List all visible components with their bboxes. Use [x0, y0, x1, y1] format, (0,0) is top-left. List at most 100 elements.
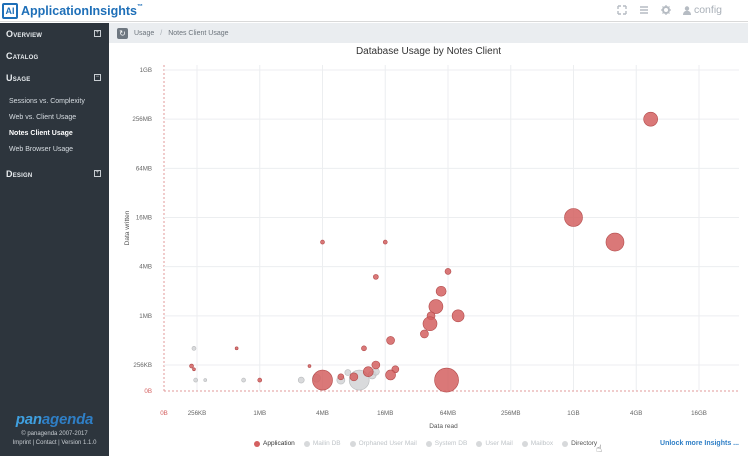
expand-toggle-icon[interactable]: +	[94, 170, 101, 177]
unlock-insights-link[interactable]: Unlock more Insights ...	[660, 440, 739, 447]
data-point-application[interactable]	[435, 285, 447, 297]
sidebar-subitem-sessions[interactable]: Sessions vs. Complexity	[9, 97, 85, 105]
app-name-part-b: Insights	[89, 4, 137, 18]
x-tick-label: 4GB	[630, 410, 642, 417]
sidebar-item-label: Design	[6, 169, 33, 179]
x-tick-label: 0B	[160, 410, 168, 417]
y-tick-label: 0B	[144, 388, 152, 395]
data-point-application[interactable]	[451, 309, 465, 323]
logo-text-b: agenda	[41, 411, 94, 428]
data-point-application[interactable]	[320, 239, 325, 245]
legend-item-user-mail[interactable]: User Mail	[476, 440, 513, 447]
legend-label: User Mail	[485, 440, 513, 447]
x-tick-label: 1MB	[253, 410, 266, 417]
sidebar-subitem-notes-client[interactable]: Notes Client Usage	[9, 129, 73, 137]
collapse-toggle-icon[interactable]: −	[94, 74, 101, 81]
top-bar: AI ApplicationInsights™ config	[0, 0, 748, 22]
menu-icon[interactable]	[639, 5, 649, 15]
data-point-application[interactable]	[362, 366, 374, 377]
data-point-application[interactable]	[361, 345, 367, 352]
sidebar-item-catalog[interactable]: Catalog	[0, 45, 109, 67]
app-name-part-a: Application	[21, 4, 90, 18]
data-point-application[interactable]	[189, 363, 194, 369]
user-menu[interactable]: config	[682, 4, 722, 16]
y-tick-label: 16MB	[136, 215, 152, 222]
data-point-application[interactable]	[386, 336, 395, 345]
data-point-application[interactable]	[444, 268, 452, 275]
data-point-inactive[interactable]	[297, 376, 305, 384]
legend-item-directory[interactable]: Directory	[562, 440, 597, 447]
data-point-inactive[interactable]	[203, 378, 208, 382]
y-axis-label: Data written	[124, 210, 131, 245]
chart-legend: Application Mailin DB Orphaned User Mail Sy…	[254, 440, 597, 447]
data-point-application[interactable]	[382, 239, 388, 245]
legend-label: Directory	[571, 440, 598, 447]
breadcrumb-item-usage[interactable]: Usage	[134, 29, 155, 37]
data-point-application[interactable]	[422, 316, 438, 332]
legend-item-mailbox[interactable]: Mailbox	[521, 440, 554, 447]
x-tick-label: 64MB	[440, 410, 456, 417]
sidebar-subitem-web-vs-client[interactable]: Web vs. Client Usage	[9, 113, 77, 121]
x-tick-label: 256MB	[501, 410, 521, 417]
legend-item-application[interactable]: Application	[254, 440, 295, 447]
sidebar-item-design[interactable]: Design +	[0, 163, 109, 185]
data-point-inactive[interactable]	[193, 377, 198, 383]
y-tick-label: 4MB	[139, 264, 152, 271]
data-point-application[interactable]	[434, 367, 459, 393]
y-tick-label: 256MB	[132, 116, 152, 123]
legend-label: Orphaned User Mail	[358, 440, 417, 447]
data-point-inactive[interactable]	[191, 346, 197, 351]
data-point-application[interactable]	[605, 232, 625, 252]
legend-dot-icon	[349, 440, 356, 447]
legend-item-system-db[interactable]: System DB	[425, 440, 467, 447]
user-name: config	[693, 4, 722, 16]
data-point-application[interactable]	[643, 111, 658, 127]
data-point-application[interactable]	[373, 274, 379, 280]
sidebar-subitem-web-browser[interactable]: Web Browser Usage	[9, 145, 74, 153]
data-point-inactive[interactable]	[344, 369, 352, 376]
data-point-application[interactable]	[420, 329, 429, 339]
legend-item-mailin-db[interactable]: Mailin DB	[303, 440, 341, 447]
x-tick-label: 1GB	[567, 410, 579, 417]
legend-label: Application	[263, 440, 295, 447]
expand-icon[interactable]	[617, 5, 627, 15]
axes: 0B 256KB 1MB 4MB 16MB 64MB 256MB 1GB 4GB 16GB 1GB 2…	[124, 67, 707, 430]
y-tick-label: 64MB	[136, 165, 152, 172]
data-point-application[interactable]	[371, 360, 381, 370]
sidebar-item-usage[interactable]: Usage −	[0, 67, 109, 89]
data-point-application[interactable]	[349, 372, 359, 382]
data-point-application[interactable]	[192, 367, 196, 372]
gear-icon[interactable]	[660, 5, 671, 15]
app-name: ApplicationInsights™	[21, 4, 143, 18]
x-axis-label: Data read	[429, 423, 458, 430]
data-point-application[interactable]	[234, 346, 239, 351]
expand-toggle-icon[interactable]: +	[94, 30, 101, 37]
trademark: ™	[136, 4, 143, 10]
legend-dot-icon	[562, 440, 569, 447]
sidebar-item-overview[interactable]: Overview +	[0, 23, 109, 45]
refresh-icon[interactable]: ↻	[117, 27, 128, 39]
legend-dot-icon	[254, 440, 260, 447]
legend-dot-icon	[425, 440, 432, 447]
breadcrumb: ↻ Usage / Notes Client Usage	[109, 23, 748, 43]
sidebar-item-label: Overview	[6, 29, 43, 39]
data-point-application[interactable]	[307, 364, 312, 368]
data-point-application[interactable]	[385, 369, 396, 381]
scatter-plot[interactable]: 0B 256KB 1MB 4MB 16MB 64MB 256MB 1GB 4GB 16GB 1GB 2…	[109, 43, 748, 438]
data-point-application[interactable]	[564, 208, 583, 227]
logo-text-a: pan	[15, 411, 42, 428]
legend-dot-icon	[476, 440, 483, 447]
legend-item-orphaned-user-mail[interactable]: Orphaned User Mail	[349, 440, 417, 447]
data-point-application[interactable]	[337, 373, 345, 381]
mouse-cursor-icon: ☝	[596, 444, 603, 455]
y-tick-label: 1GB	[140, 67, 152, 74]
data-point-inactive[interactable]	[241, 377, 246, 383]
data-point-application[interactable]	[428, 299, 444, 314]
footer-links[interactable]: Imprint | Contact | Version 1.1.0	[12, 440, 97, 446]
top-actions: config	[617, 4, 722, 16]
data-point-application[interactable]	[312, 369, 333, 391]
data-point-application[interactable]	[257, 377, 263, 383]
x-tick-label: 4MB	[316, 410, 329, 417]
app-logo[interactable]: AI ApplicationInsights™	[2, 2, 143, 20]
legend-label: Mailbox	[530, 440, 554, 447]
